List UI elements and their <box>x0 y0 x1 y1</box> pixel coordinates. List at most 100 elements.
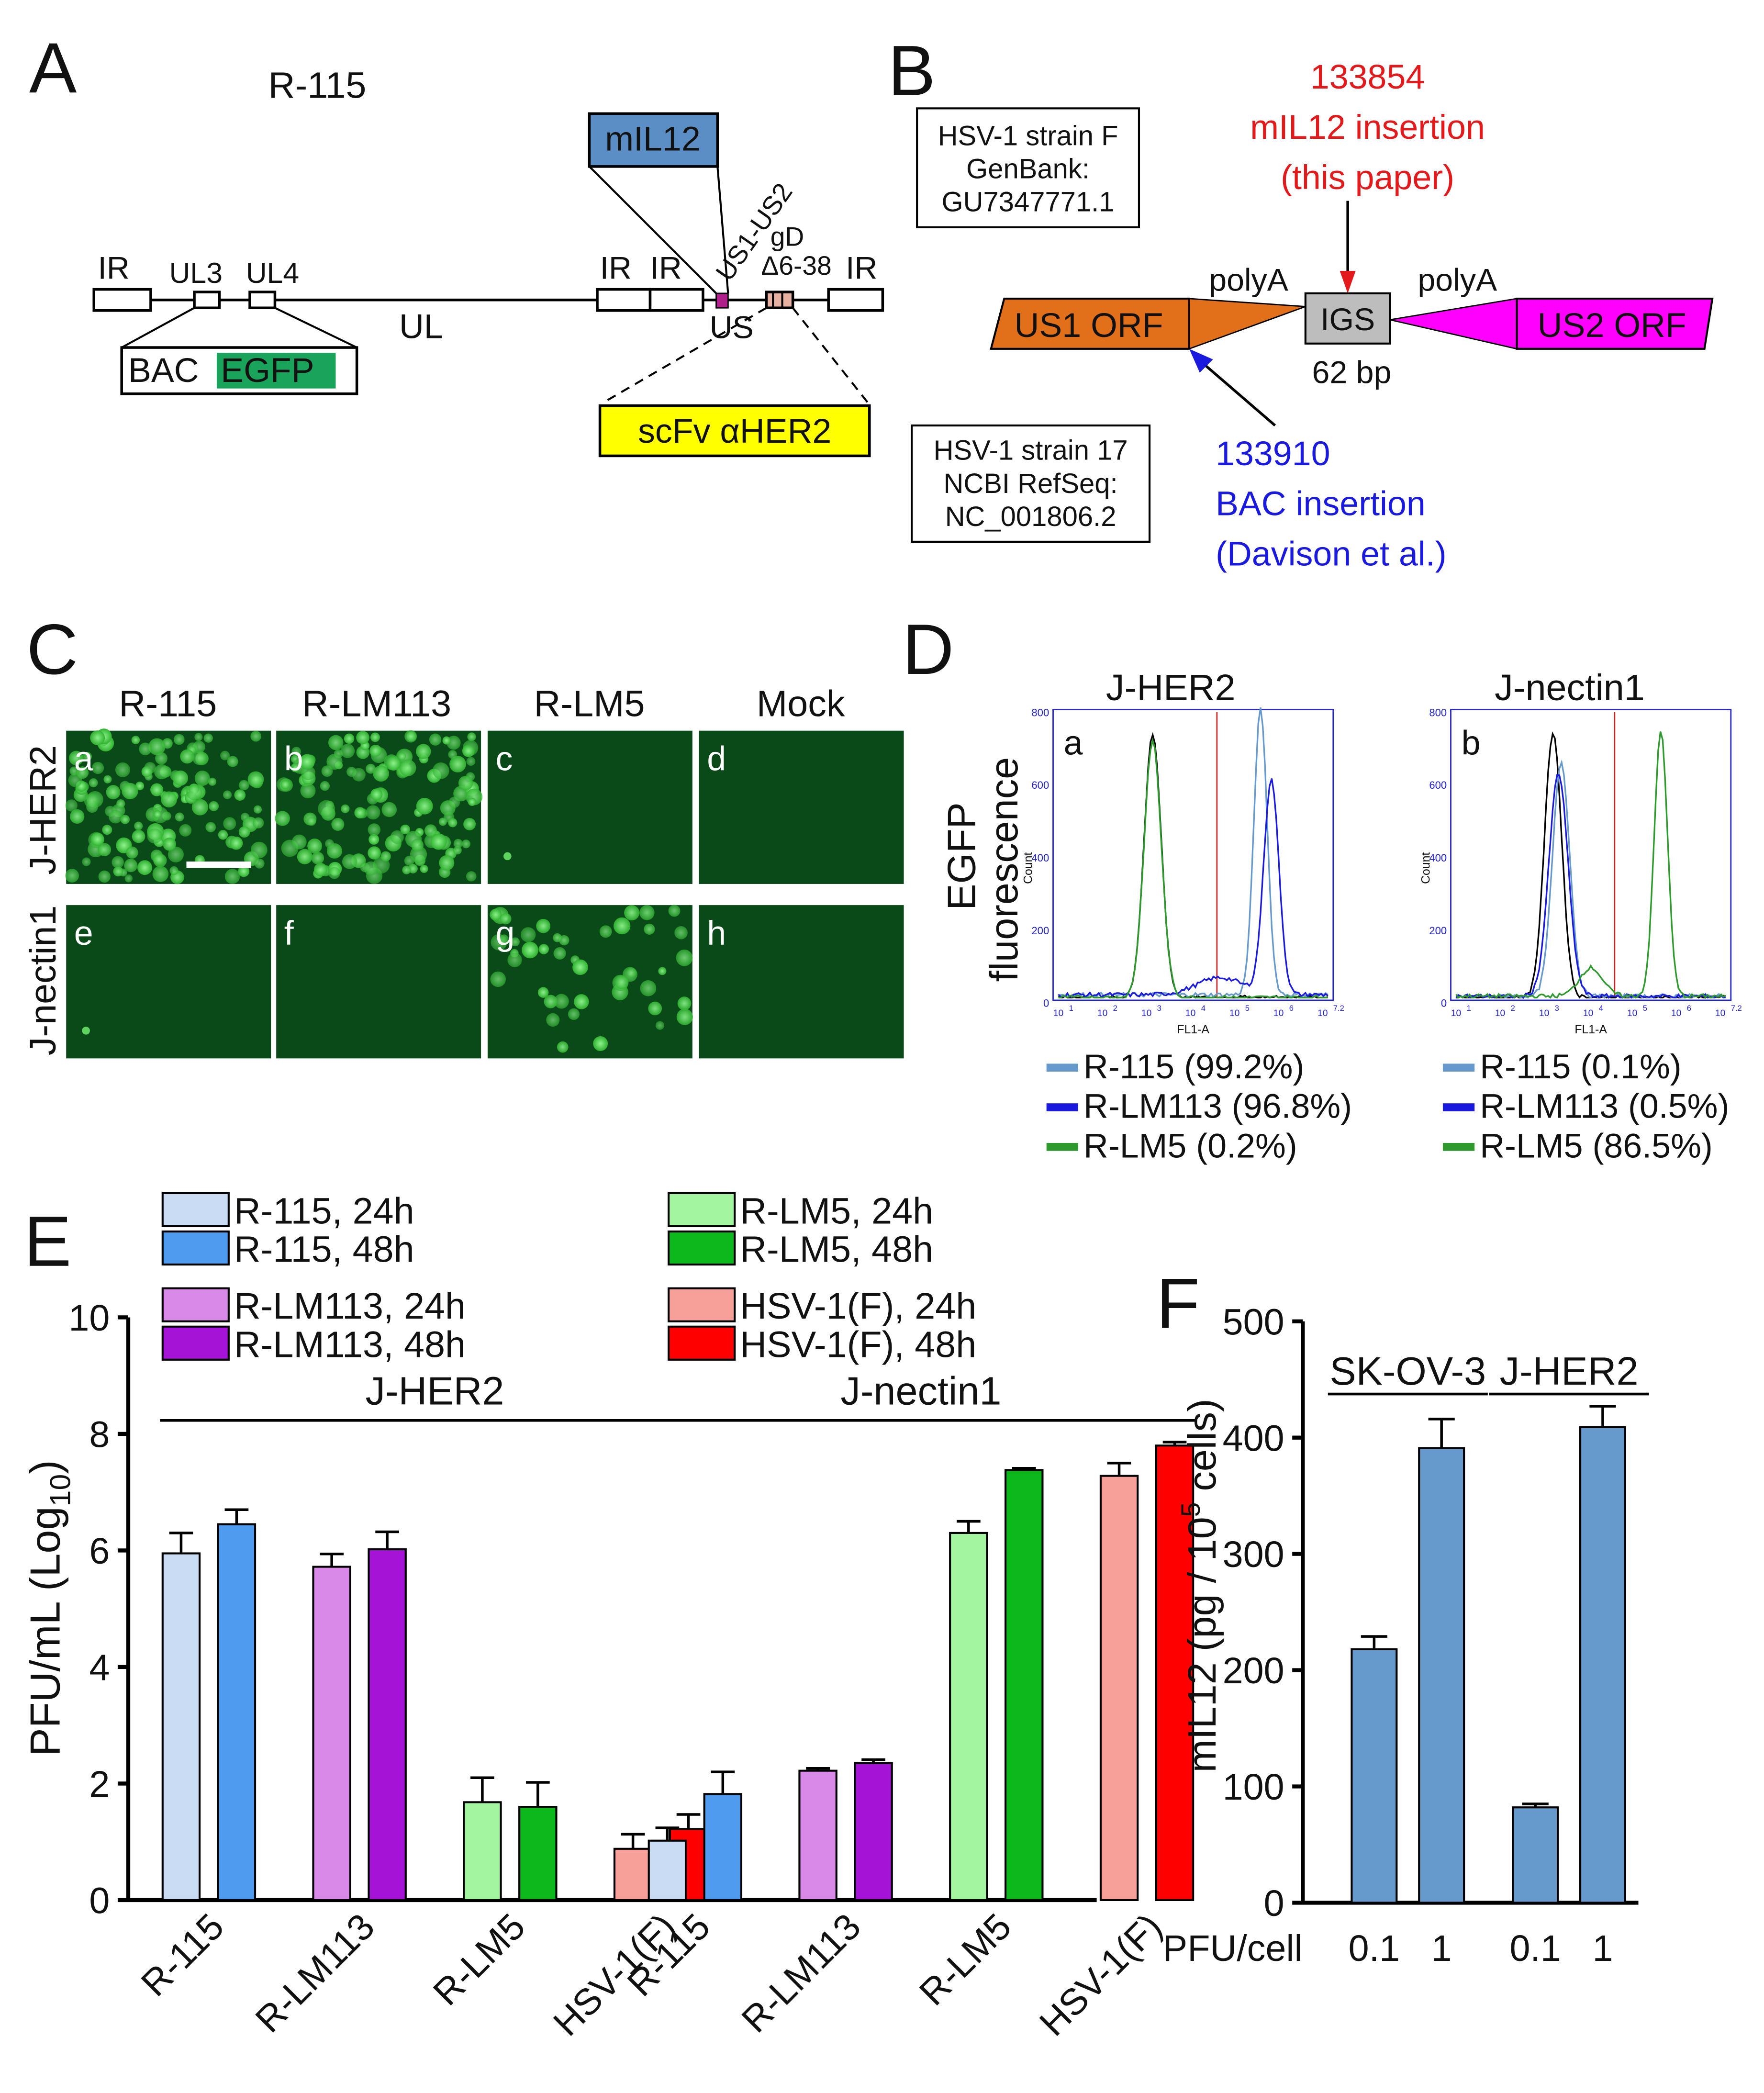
egfp-fill <box>216 353 336 389</box>
d-b-swatch-1 <box>1442 1103 1475 1111</box>
us1-label: US1 ORF <box>1015 306 1163 345</box>
y-tick-label: 6 <box>89 1531 110 1572</box>
strain-17-line-1: HSV-1 strain 17 <box>934 436 1128 466</box>
igs-box <box>1304 292 1391 345</box>
y-tick-label: 8 <box>89 1414 110 1455</box>
hist-letter: b <box>1462 724 1481 762</box>
bar-J-HER2-R-LM113-24h <box>312 1566 351 1902</box>
x-tick-label: R-LM5 <box>425 1906 533 2014</box>
polya-right-label: polyA <box>1418 262 1497 298</box>
x-tick: 10 <box>1097 1008 1107 1019</box>
x-tick-exp: 1 <box>1467 1004 1471 1013</box>
legend-label: R-LM113, 48h <box>234 1324 466 1365</box>
x-tick-label: 1 <box>1592 1928 1613 1969</box>
y-tick-label: 0 <box>1264 1883 1284 1924</box>
group-label: SK-OV-3 <box>1329 1349 1486 1393</box>
legend-swatch <box>161 1287 230 1322</box>
x-tick: 10 <box>1185 1008 1195 1019</box>
micrograph-g: g <box>487 905 693 1059</box>
legend-label: R-LM5, 24h <box>740 1190 933 1231</box>
histogram-trace <box>1456 731 1726 999</box>
legend-swatch <box>161 1192 230 1228</box>
bar-J-nectin1-R-LM5-48h <box>1005 1469 1044 1902</box>
x-tick-exp: 5 <box>1643 1004 1647 1013</box>
xlabel: FL1-A <box>1574 1023 1607 1036</box>
d-a-swatch-2 <box>1046 1143 1078 1151</box>
plot-frame <box>1052 709 1334 1001</box>
panel-letter-d: D <box>903 609 954 689</box>
x-tick-label: 0.1 <box>1349 1928 1400 1969</box>
legend-swatch <box>668 1230 736 1266</box>
ir-label-1: IR <box>98 251 130 286</box>
d-b-legend-2: R-LM5 (86.5%) <box>1480 1127 1713 1165</box>
scfv-box <box>598 404 871 458</box>
d-b-swatch-0 <box>1442 1063 1475 1072</box>
x-tick-exp: 2 <box>1511 1004 1515 1013</box>
plot-frame <box>1450 709 1732 1001</box>
x-tick: 10 <box>1583 1008 1593 1019</box>
panel-d: D EGFP fluorescence J-HER2 J-nectin1 a 80… <box>903 609 1742 1165</box>
ul4-box <box>248 291 277 310</box>
histogram-trace <box>1058 732 1329 999</box>
ir-box-3 <box>648 288 704 312</box>
gd-label: gD <box>770 222 804 251</box>
bar-J-HER2-R-LM5-24h <box>463 1801 502 1902</box>
x-tick-label: R-LM5 <box>912 1906 1019 2014</box>
d-a-swatch-0 <box>1046 1063 1078 1072</box>
x-tick: 10 <box>1715 1008 1725 1019</box>
d-b-legend: R-115 (0.1%) R-LM113 (0.5%) R-LM5 (86.5%… <box>1442 1048 1729 1165</box>
x-tick-exp: 7.2 <box>1333 1004 1344 1013</box>
y-tick-label: 4 <box>89 1647 110 1689</box>
x-tick-exp: 3 <box>1555 1004 1559 1013</box>
x-axis-label: PFU/cell <box>1163 1928 1303 1969</box>
histogram-trace <box>1455 731 1726 999</box>
legend-label: HSV-1(F), 48h <box>740 1324 976 1365</box>
panel-letter-e: E <box>24 1201 71 1281</box>
d-b-legend-0: R-115 (0.1%) <box>1480 1048 1681 1086</box>
panel-letter-f: F <box>1156 1264 1200 1343</box>
group-label: J-HER2 <box>366 1369 504 1413</box>
x-tick: 10 <box>1141 1008 1151 1019</box>
col-label-3: Mock <box>757 683 845 724</box>
row-label-1: J-nectin1 <box>22 906 64 1056</box>
micrograph-b: b <box>275 730 483 884</box>
bar-J-HER2-1 <box>1579 1426 1626 1904</box>
micrograph-e: e <box>66 905 271 1059</box>
x-tick: 10 <box>1317 1008 1328 1019</box>
panel-b: B HSV-1 strain F GenBank: GU7347771.1 13… <box>888 31 1714 573</box>
y-tick: 600 <box>1031 779 1049 791</box>
us2-orf <box>1516 297 1714 350</box>
micrograph-c: c <box>487 730 692 884</box>
red-insertion: mIL12 insertion <box>1250 108 1485 146</box>
d-ylabel-2: fluorescence <box>982 757 1026 982</box>
count-label: Count <box>1419 852 1432 884</box>
bar-J-nectin1-R-LM113-24h <box>798 1769 837 1902</box>
x-tick-label: HSV-1(F) <box>1032 1906 1170 2044</box>
bar-J-HER2-R-115-24h <box>161 1552 201 1902</box>
ul3-box <box>193 291 221 310</box>
y-tick: 200 <box>1031 925 1049 937</box>
d-b-title: J-nectin1 <box>1495 667 1645 708</box>
polya-left <box>1188 298 1306 350</box>
micrograph-h: h <box>699 905 904 1059</box>
y-tick-label: 2 <box>89 1764 110 1805</box>
y-tick-label: 100 <box>1223 1767 1284 1808</box>
x-tick-label: 0.1 <box>1509 1928 1561 1969</box>
group-label: J-HER2 <box>1500 1349 1639 1393</box>
x-tick-exp: 5 <box>1245 1004 1250 1013</box>
scale-bar <box>186 861 251 868</box>
bac-label: BAC <box>128 351 199 390</box>
ul3-label: UL3 <box>169 257 223 289</box>
us1-us2-insert <box>715 292 729 309</box>
x-tick: 10 <box>1229 1008 1239 1019</box>
x-tick: 10 <box>1495 1008 1505 1019</box>
x-tick: 10 <box>1539 1008 1549 1019</box>
y-tick: 800 <box>1429 706 1447 718</box>
histogram-b: b 800 600 400 200 0 Count 10 1 10 2 10 3 10 4 10 5 10 6 10 7… <box>1419 706 1742 1036</box>
micrograph-a: a <box>65 728 271 884</box>
group-label: J-nectin1 <box>840 1369 1001 1413</box>
d-a-swatch-1 <box>1046 1103 1078 1111</box>
strain-f-box <box>916 107 1140 228</box>
legend-swatch <box>161 1325 230 1361</box>
tile-letter: e <box>74 914 93 952</box>
